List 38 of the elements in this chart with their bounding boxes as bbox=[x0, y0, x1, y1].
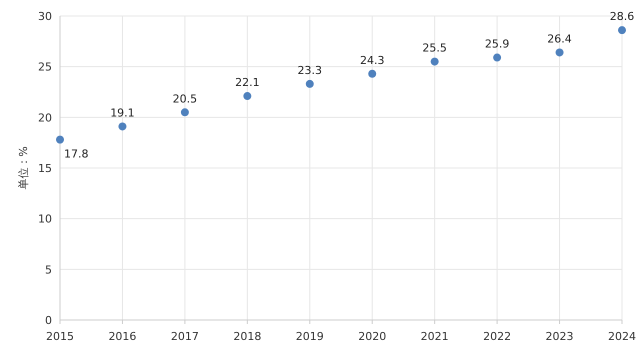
x-tick-label: 2020 bbox=[358, 330, 386, 343]
x-tick-label: 2022 bbox=[483, 330, 512, 343]
y-tick-label: 20 bbox=[38, 111, 52, 124]
point bbox=[118, 122, 126, 130]
x-tick-label: 2017 bbox=[170, 330, 199, 343]
data-label: 25.5 bbox=[422, 42, 447, 55]
data-label: 26.4 bbox=[547, 32, 572, 46]
data-label: 25.9 bbox=[484, 38, 510, 51]
data-label: 24.3 bbox=[360, 54, 384, 67]
x-tick-label: 2021 bbox=[420, 330, 449, 343]
data-label: 23.3 bbox=[298, 64, 322, 77]
point bbox=[556, 48, 564, 56]
x-tick-label: 2024 bbox=[608, 330, 636, 343]
point bbox=[243, 92, 252, 100]
x-tick-label: 2018 bbox=[233, 330, 262, 343]
x-tick-label: 2019 bbox=[296, 330, 324, 343]
y-axis-title: 单位：% bbox=[17, 146, 30, 190]
point bbox=[180, 108, 189, 116]
point bbox=[430, 58, 439, 66]
x-tick-label: 2015 bbox=[46, 330, 74, 343]
data-label: 22.1 bbox=[235, 76, 260, 90]
y-tick-label: 0 bbox=[45, 314, 52, 327]
x-tick-label: 2023 bbox=[546, 330, 574, 343]
point bbox=[56, 136, 64, 144]
y-tick-label: 15 bbox=[38, 162, 52, 175]
x-tick-label: 2016 bbox=[108, 330, 136, 343]
data-label: 17.8 bbox=[64, 148, 88, 161]
y-tick-label: 10 bbox=[38, 212, 52, 226]
point bbox=[618, 26, 626, 34]
point bbox=[306, 80, 314, 88]
data-label: 20.5 bbox=[172, 92, 198, 106]
y-tick-label: 5 bbox=[45, 263, 52, 276]
data-label: 28.6 bbox=[610, 10, 634, 24]
point bbox=[493, 54, 502, 62]
y-tick-label: 30 bbox=[38, 10, 52, 23]
y-tick-label: 25 bbox=[38, 60, 52, 74]
point bbox=[368, 70, 376, 78]
data-label: 19.1 bbox=[110, 106, 135, 120]
